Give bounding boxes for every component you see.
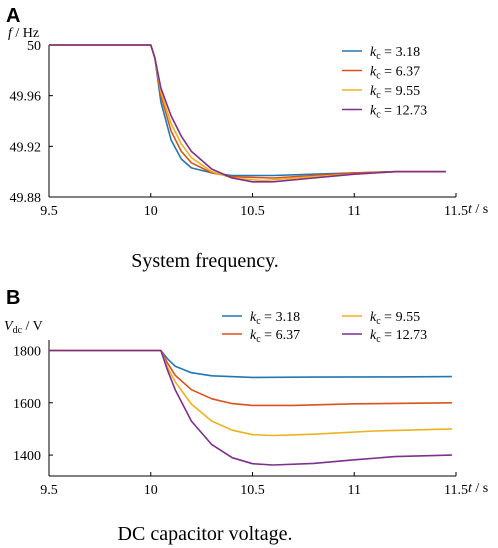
legend-label-b-4: kc = 12.73 — [370, 328, 427, 345]
x-tick-label-a: 11 — [348, 204, 361, 219]
y-axis-label-b: Vdc / V — [4, 319, 43, 336]
y-axis-label-a: f / Hz — [8, 26, 39, 41]
x-tick-label-b: 11 — [348, 483, 361, 498]
series-group-a — [49, 44, 446, 183]
legend-label-b-3: kc = 9.55 — [370, 310, 420, 327]
legend-label-a-3: kc = 9.55 — [370, 84, 420, 101]
y-tick-label-b: 1800 — [13, 344, 41, 359]
legend-label-a-4: kc = 12.73 — [370, 104, 427, 121]
legend-label-b-2: kc = 6.37 — [250, 328, 300, 345]
caption-b: DC capacitor voltage. — [118, 523, 293, 545]
y-tick-label-a: 49.96 — [10, 90, 42, 105]
y-tick-label-a: 49.92 — [10, 140, 42, 155]
panel-label-b: B — [6, 287, 20, 309]
series-line-b-2 — [49, 349, 452, 407]
series-line-b-1 — [49, 349, 452, 379]
x-axis-label-a: t / s — [468, 202, 488, 217]
tick-group-a: 9.5 10 10.5 11 11.5 50 49.96 49.92 49.88 — [10, 39, 468, 219]
caption-a: System frequency. — [131, 250, 279, 272]
y-tick-label-a: 49.88 — [10, 191, 42, 206]
x-axis-label-b: t / s — [468, 481, 488, 496]
x-tick-label-b: 10.5 — [240, 483, 265, 498]
panel-a: A f / Hz 9.5 10 10.5 11 11.5 50 49.96 49.92 49.8… — [6, 5, 488, 272]
y-tick-label-b: 1400 — [13, 449, 41, 464]
series-line-b-4 — [49, 349, 452, 466]
x-tick-label-a: 10.5 — [240, 204, 265, 219]
series-line-b-3 — [49, 349, 452, 437]
legend-label-a-1: kc = 3.18 — [370, 45, 420, 62]
x-tick-label-a: 11.5 — [444, 204, 468, 219]
x-tick-label-a: 10 — [144, 204, 158, 219]
legend-a: kc = 3.18 kc = 6.37 kc = 9.55 kc = 12.73 — [342, 45, 427, 121]
legend-label-a-2: kc = 6.37 — [370, 65, 420, 82]
x-tick-label-b: 9.5 — [40, 483, 58, 498]
x-tick-label-b: 11.5 — [444, 483, 468, 498]
y-tick-label-b: 1600 — [13, 397, 41, 412]
panel-b: B Vdc / V 9.5 10 10.5 11 11.5 1800 1600 1400 kc… — [4, 287, 488, 545]
tick-group-b: 9.5 10 10.5 11 11.5 1800 1600 1400 — [13, 344, 468, 498]
series-line-a-4 — [49, 44, 446, 183]
y-tick-label-a: 50 — [27, 39, 41, 54]
x-tick-label-b: 10 — [144, 483, 158, 498]
x-tick-label-a: 9.5 — [40, 204, 58, 219]
legend-label-b-1: kc = 3.18 — [250, 310, 300, 327]
series-group-b — [49, 349, 452, 466]
panel-label-a: A — [6, 5, 20, 27]
